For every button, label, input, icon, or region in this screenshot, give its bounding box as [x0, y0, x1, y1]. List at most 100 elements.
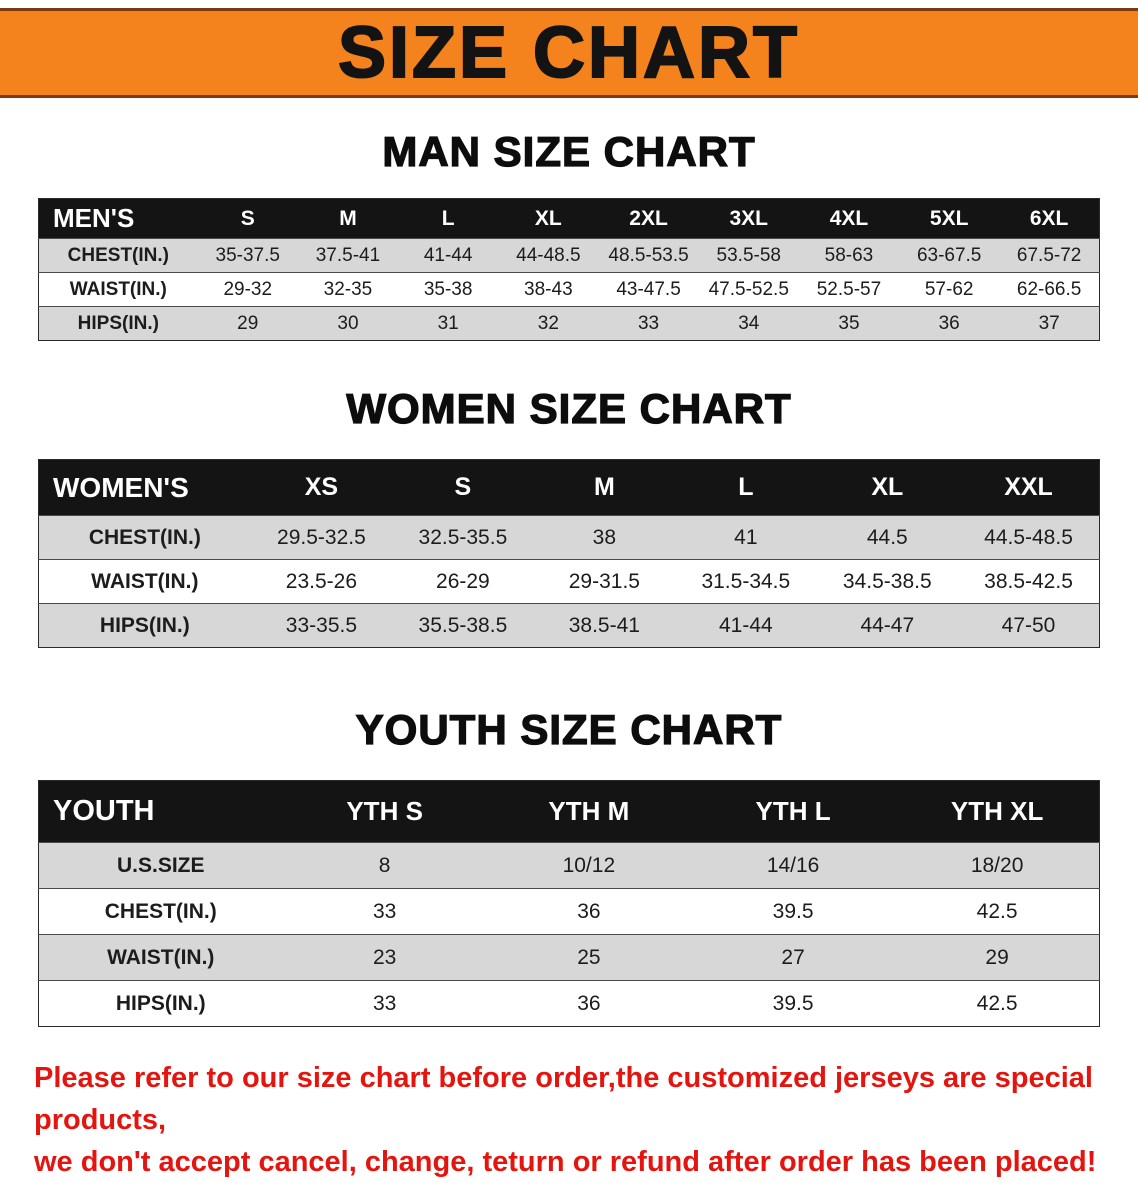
size-header-cell: 4XL — [798, 198, 900, 239]
size-value-cell: 39.5 — [690, 980, 896, 1027]
size-value-cell: 14/16 — [690, 842, 896, 889]
youth-size-chart-heading: YOUTH SIZE CHART — [355, 705, 783, 753]
size-value-cell: 33-35.5 — [250, 603, 393, 648]
man-size-chart-heading: MAN SIZE CHART — [382, 127, 756, 175]
table-row: CHEST(IN.) 35-37.5 37.5-41 41-44 44-48.5 48.5… — [38, 238, 1100, 273]
size-header-cell: 3XL — [698, 198, 799, 239]
size-value-cell: 38.5-41 — [533, 603, 676, 648]
table-row: HIPS(IN.) 33-35.5 35.5-38.5 38.5-41 41-44 44-… — [38, 603, 1100, 648]
table-title-cell: YOUTH — [38, 780, 283, 843]
table-header-row: YOUTH YTH S YTH M YTH L YTH XL — [38, 780, 1100, 843]
size-value-cell: 33 — [282, 980, 487, 1027]
table-header-row: WOMEN'S XS S M L XL XXL — [38, 459, 1100, 516]
row-label: U.S.SIZE — [38, 842, 283, 889]
size-value-cell: 42.5 — [895, 980, 1100, 1027]
size-value-cell: 26-29 — [392, 559, 534, 604]
size-value-cell: 37 — [999, 306, 1100, 341]
row-label: CHEST(IN.) — [38, 888, 283, 935]
size-value-cell: 36 — [486, 888, 691, 935]
size-header-cell: YTH L — [690, 780, 896, 843]
size-header-cell: YTH M — [486, 780, 691, 843]
size-value-cell: 10/12 — [486, 842, 691, 889]
size-header-cell: L — [398, 198, 499, 239]
size-value-cell: 44.5-48.5 — [958, 515, 1100, 560]
size-value-cell: 67.5-72 — [999, 238, 1100, 273]
size-header-cell: S — [392, 459, 534, 516]
size-value-cell: 18/20 — [895, 842, 1100, 889]
row-label: CHEST(IN.) — [38, 238, 198, 273]
size-value-cell: 33 — [282, 888, 487, 935]
order-policy-note: Please refer to our size chart before or… — [34, 1057, 1104, 1183]
size-value-cell: 33 — [598, 306, 699, 341]
row-label: CHEST(IN.) — [38, 515, 251, 560]
size-value-cell: 41-44 — [398, 238, 499, 273]
size-value-cell: 30 — [297, 306, 399, 341]
size-value-cell: 38.5-42.5 — [958, 559, 1100, 604]
table-row: WAIST(IN.) 23.5-26 26-29 29-31.5 31.5-34.5 34… — [38, 559, 1100, 604]
size-header-cell: XXL — [958, 459, 1100, 516]
size-header-cell: 5XL — [899, 198, 1000, 239]
size-value-cell: 35-38 — [398, 272, 499, 307]
size-value-cell: 44-47 — [816, 603, 959, 648]
order-policy-line-1: Please refer to our size chart before or… — [34, 1062, 1093, 1137]
size-value-cell: 48.5-53.5 — [598, 238, 699, 273]
size-value-cell: 36 — [486, 980, 691, 1027]
table-row: HIPS(IN.) 33 36 39.5 42.5 — [38, 980, 1100, 1027]
row-label: HIPS(IN.) — [38, 980, 283, 1027]
size-value-cell: 8 — [282, 842, 487, 889]
table-row: CHEST(IN.) 33 36 39.5 42.5 — [38, 888, 1100, 935]
womens-size-table: WOMEN'S XS S M L XL XXL CHEST(IN.) 29.5-32.5 32.5… — [38, 459, 1100, 648]
table-header-row: MEN'S S M L XL 2XL 3XL 4XL 5XL 6XL — [38, 198, 1100, 239]
size-value-cell: 34.5-38.5 — [816, 559, 959, 604]
size-value-cell: 35-37.5 — [197, 238, 298, 273]
size-table: MEN'S S M L XL 2XL 3XL 4XL 5XL 6XL CHEST(IN.) 35-37… — [38, 198, 1100, 341]
size-value-cell: 52.5-57 — [798, 272, 900, 307]
size-value-cell: 63-67.5 — [899, 238, 1000, 273]
size-chart-banner: SIZE CHART — [0, 8, 1138, 98]
size-value-cell: 29 — [197, 306, 298, 341]
size-value-cell: 53.5-58 — [698, 238, 799, 273]
size-value-cell: 32 — [498, 306, 599, 341]
size-value-cell: 27 — [690, 934, 896, 981]
table-row: HIPS(IN.) 29 30 31 32 33 34 35 36 37 — [38, 306, 1100, 341]
size-header-cell: S — [197, 198, 298, 239]
women-size-chart-heading: WOMEN SIZE CHART — [346, 384, 792, 432]
size-value-cell: 44.5 — [816, 515, 959, 560]
size-value-cell: 23.5-26 — [250, 559, 393, 604]
size-value-cell: 38 — [533, 515, 676, 560]
row-label: WAIST(IN.) — [38, 934, 283, 981]
size-value-cell: 32-35 — [297, 272, 399, 307]
table-row: CHEST(IN.) 29.5-32.5 32.5-35.5 38 41 44.5 44.5… — [38, 515, 1100, 560]
size-table: YOUTH YTH S YTH M YTH L YTH XL U.S.SIZE 8 10/12… — [38, 780, 1100, 1027]
size-header-cell: YTH XL — [895, 780, 1100, 843]
table-title-cell: MEN'S — [38, 198, 198, 239]
size-value-cell: 38-43 — [498, 272, 599, 307]
size-value-cell: 43-47.5 — [598, 272, 699, 307]
size-value-cell: 32.5-35.5 — [392, 515, 534, 560]
size-value-cell: 39.5 — [690, 888, 896, 935]
size-value-cell: 58-63 — [798, 238, 900, 273]
size-header-cell: M — [297, 198, 399, 239]
size-value-cell: 41-44 — [675, 603, 817, 648]
size-header-cell: YTH S — [282, 780, 487, 843]
size-value-cell: 35 — [798, 306, 900, 341]
size-value-cell: 41 — [675, 515, 817, 560]
row-label: HIPS(IN.) — [38, 603, 251, 648]
size-value-cell: 47.5-52.5 — [698, 272, 799, 307]
size-value-cell: 29 — [895, 934, 1100, 981]
size-value-cell: 36 — [899, 306, 1000, 341]
size-value-cell: 35.5-38.5 — [392, 603, 534, 648]
size-value-cell: 37.5-41 — [297, 238, 399, 273]
size-value-cell: 29-31.5 — [533, 559, 676, 604]
table-row: WAIST(IN.) 29-32 32-35 35-38 38-43 43-47.5 47.… — [38, 272, 1100, 307]
size-table: WOMEN'S XS S M L XL XXL CHEST(IN.) 29.5-32.5 32.5… — [38, 459, 1100, 648]
size-value-cell: 57-62 — [899, 272, 1000, 307]
size-value-cell: 47-50 — [958, 603, 1100, 648]
size-value-cell: 29.5-32.5 — [250, 515, 393, 560]
page-title: SIZE CHART — [337, 13, 800, 93]
size-value-cell: 34 — [698, 306, 799, 341]
size-value-cell: 23 — [282, 934, 487, 981]
size-value-cell: 62-66.5 — [999, 272, 1100, 307]
size-header-cell: L — [675, 459, 817, 516]
size-value-cell: 31 — [398, 306, 499, 341]
